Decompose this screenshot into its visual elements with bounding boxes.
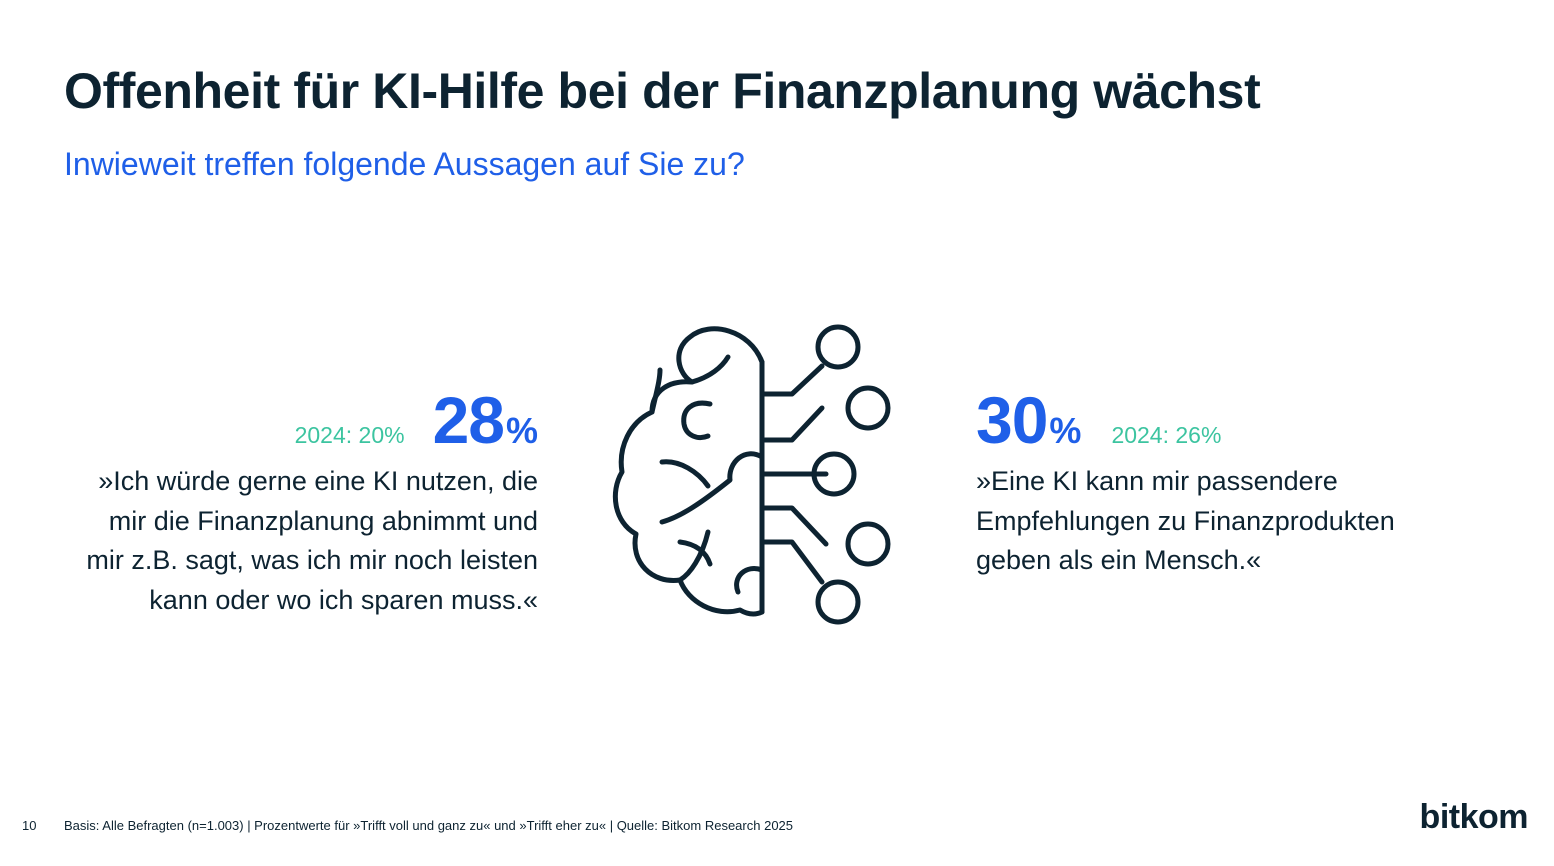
- statement-left-line: mir z.B. sagt, was ich mir noch leisten: [86, 545, 538, 575]
- stat-right: 30% 2024: 26%: [976, 382, 1221, 458]
- previous-year-label-right: 2024: 26%: [1111, 422, 1222, 448]
- statement-left-line: mir die Finanzplanung abnimmt und: [108, 505, 538, 536]
- brain-circuit-icon: [612, 324, 891, 625]
- statement-right-line: Empfehlungen zu Finanzprodukten: [976, 505, 1395, 536]
- percent-sign-left: %: [505, 410, 538, 451]
- statement-right-line: »Eine KI kann mir passendere: [976, 466, 1338, 496]
- statement-right: »Eine KI kann mir passendere Empfehlunge…: [976, 462, 1496, 581]
- value-number-left: 28: [432, 383, 505, 457]
- stat-left: 2024: 20% 28%: [295, 382, 538, 458]
- statement-left-line: »Ich würde gerne eine KI nutzen, die: [98, 466, 538, 496]
- statement-left: »Ich würde gerne eine KI nutzen, die mir…: [18, 462, 538, 620]
- page-number: 10: [22, 818, 37, 833]
- percent-sign-right: %: [1049, 410, 1082, 451]
- page-title: Offenheit für KI-Hilfe bei der Finanzpla…: [64, 63, 1261, 119]
- statement-left-line: kann oder wo ich sparen muss.«: [149, 584, 538, 615]
- stat-value-left: 28%: [433, 382, 538, 458]
- bitkom-logo: bitkom: [1419, 798, 1529, 836]
- previous-year-label-left: 2024: 20%: [294, 422, 405, 448]
- statement-right-line: geben als ein Mensch.«: [976, 545, 1262, 575]
- source-note: Basis: Alle Befragten (n=1.003) | Prozen…: [64, 818, 794, 833]
- page-subtitle: Inwieweit treffen folgende Aussagen auf …: [64, 146, 745, 182]
- value-number-right: 30: [976, 383, 1048, 457]
- stat-value-right: 30%: [976, 382, 1081, 458]
